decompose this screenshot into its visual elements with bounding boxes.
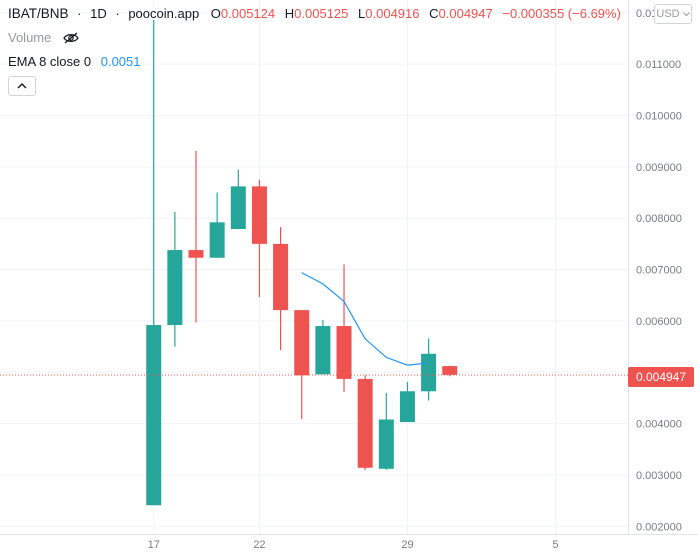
- x-tick-label: 5: [552, 539, 558, 551]
- candle-down: [357, 375, 373, 470]
- close-value: 0.004947: [438, 6, 493, 21]
- candle-body: [421, 353, 437, 392]
- y-tick-label: 0.008000: [636, 213, 682, 225]
- candle-up: [209, 192, 225, 258]
- x-tick-label: 29: [401, 539, 413, 551]
- ema-label: EMA 8 close 0: [8, 54, 92, 69]
- change-value: −0.000355 (−6.69%): [502, 6, 621, 21]
- x-tick-label: 22: [253, 539, 265, 551]
- y-tick-label: 0.011000: [636, 59, 681, 71]
- candle-body: [167, 250, 183, 326]
- candle-down: [251, 179, 267, 298]
- currency-selector[interactable]: USD: [654, 4, 692, 24]
- candle-up: [399, 382, 415, 423]
- separator: ·: [115, 6, 120, 21]
- collapse-legend-button[interactable]: [8, 76, 36, 96]
- source-label: poocoin.app: [128, 6, 200, 21]
- candle-up: [378, 392, 394, 470]
- hidden-eye-icon[interactable]: [63, 32, 80, 44]
- chart-legend: IBAT/BNB · 1D · poocoin.app O0.005124 H0…: [8, 6, 621, 21]
- ema-indicator[interactable]: EMA 8 close 0 0.0051: [8, 54, 141, 69]
- candle-down: [442, 365, 458, 377]
- y-tick-label: 0.003000: [636, 470, 682, 482]
- ema-value: 0.0051: [100, 54, 141, 69]
- candle-body: [146, 325, 162, 506]
- time-axis: 17 22 29 5: [148, 539, 559, 551]
- candle-down: [273, 226, 289, 351]
- currency-label: USD: [656, 8, 680, 20]
- candle-up: [421, 338, 437, 401]
- x-tick-label: 17: [148, 539, 160, 551]
- volume-label: Volume: [8, 30, 52, 45]
- candle-up: [315, 319, 331, 375]
- high-value: 0.005125: [294, 6, 349, 21]
- ema-line-layer: [301, 272, 429, 366]
- separator: ·: [77, 6, 82, 21]
- y-tick-label: 0.009000: [636, 162, 682, 174]
- candle-body: [251, 186, 267, 244]
- price-axis: 0.0120000.0110000.0100000.0090000.008000…: [636, 8, 682, 533]
- last-price-label: 0.004947: [628, 367, 694, 387]
- interval-label: 1D: [90, 6, 107, 21]
- volume-indicator[interactable]: Volume: [8, 30, 80, 45]
- y-tick-label: 0.010000: [636, 111, 682, 123]
- candle-body: [378, 419, 394, 469]
- ema-line: [301, 272, 429, 366]
- candle-body: [442, 366, 458, 375]
- candle-body: [294, 310, 310, 376]
- candle-body: [399, 391, 415, 423]
- candle-body: [188, 250, 204, 258]
- y-tick-label: 0.006000: [636, 316, 682, 328]
- y-tick-label: 0.002000: [636, 521, 682, 533]
- symbol-label: IBAT/BNB: [8, 6, 69, 21]
- candle-up: [167, 212, 183, 347]
- y-tick-label: 0.007000: [636, 265, 682, 277]
- candle-body: [230, 186, 246, 230]
- low-label: L: [358, 6, 366, 21]
- candle-body: [357, 378, 373, 468]
- chevron-up-icon: [17, 83, 27, 89]
- high-label: H: [284, 6, 295, 21]
- candle-body: [336, 326, 352, 379]
- candle-body: [209, 222, 225, 258]
- candle-down: [294, 310, 310, 419]
- low-value: 0.004916: [365, 6, 420, 21]
- y-tick-label: 0.004000: [636, 419, 682, 431]
- candle-body: [273, 243, 289, 311]
- close-label: C: [429, 6, 439, 21]
- candles: [146, 20, 458, 506]
- candle-body: [315, 326, 331, 375]
- open-label: O: [210, 6, 221, 21]
- candle-down: [188, 150, 204, 323]
- candle-up: [230, 169, 246, 230]
- open-value: 0.005124: [220, 6, 276, 21]
- candle-down: [336, 264, 352, 392]
- chevron-down-icon: [682, 12, 690, 16]
- grid: [0, 0, 698, 535]
- candle-up: [146, 20, 162, 506]
